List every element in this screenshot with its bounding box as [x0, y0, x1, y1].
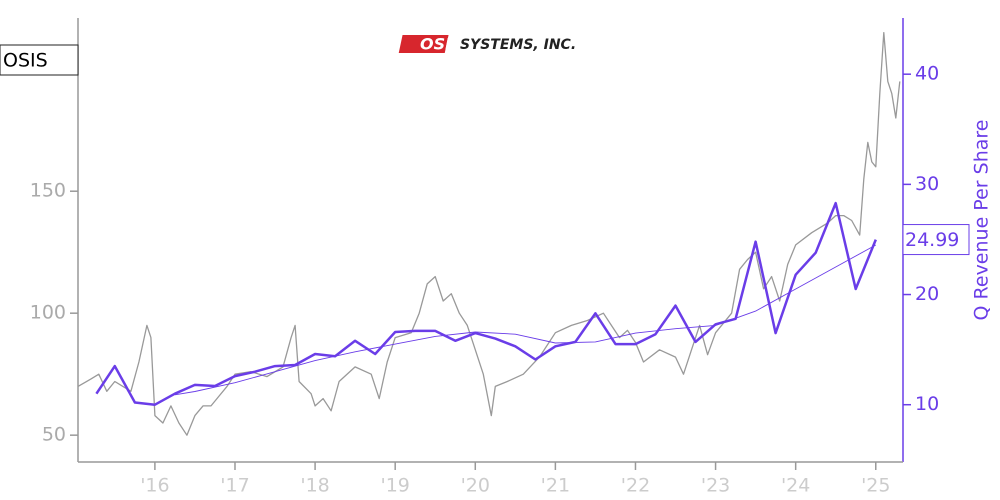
x-tick-label: '16	[140, 475, 169, 497]
y2-tick-label: 20	[915, 283, 939, 305]
x-tick-label: '17	[220, 475, 249, 497]
x-tick-label: '22	[621, 475, 650, 497]
ticker-label: OSIS	[3, 50, 48, 72]
x-tick-label: '21	[541, 475, 570, 497]
x-tick-label: '23	[701, 475, 730, 497]
x-tick-label: '19	[380, 475, 409, 497]
series-line	[77, 31, 901, 436]
series-line	[174, 244, 877, 396]
x-tick-label: '24	[781, 475, 810, 497]
y-tick-label: 150	[30, 180, 66, 202]
y-tick-label: 100	[30, 302, 66, 324]
logo-mark: OSI	[420, 35, 451, 54]
y-tick-label: 50	[42, 424, 66, 446]
y2-axis-label: Q Revenue Per Share	[971, 120, 993, 321]
last-value-label: 24.99	[905, 229, 959, 251]
x-tick-label: '18	[300, 475, 329, 497]
logo-text: SYSTEMS, INC.	[460, 37, 576, 53]
last-value-box	[902, 224, 970, 256]
ticker-box	[0, 44, 79, 76]
y2-tick-label: 10	[915, 393, 939, 415]
logo: OSI SYSTEMS, INC.	[398, 35, 576, 54]
x-tick-label: '25	[861, 475, 890, 497]
logo-mark-box	[398, 35, 449, 53]
series-line	[95, 201, 877, 406]
x-tick-label: '20	[461, 475, 490, 497]
y2-tick-label: 30	[915, 173, 939, 195]
y2-tick-label: 40	[915, 63, 939, 85]
